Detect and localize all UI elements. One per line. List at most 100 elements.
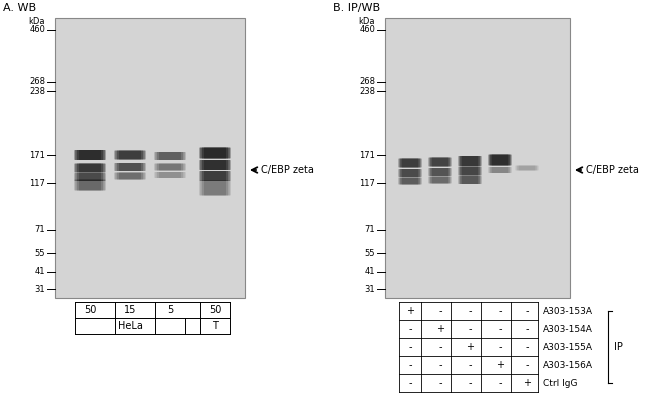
FancyBboxPatch shape [157, 152, 183, 160]
FancyBboxPatch shape [398, 178, 421, 184]
FancyBboxPatch shape [458, 166, 482, 176]
FancyBboxPatch shape [202, 180, 228, 196]
FancyBboxPatch shape [430, 158, 450, 166]
FancyBboxPatch shape [515, 166, 538, 170]
FancyBboxPatch shape [428, 168, 452, 176]
FancyBboxPatch shape [402, 169, 418, 177]
FancyBboxPatch shape [458, 156, 482, 166]
Text: 238: 238 [359, 87, 375, 95]
Text: -: - [408, 324, 411, 334]
FancyBboxPatch shape [75, 173, 105, 181]
FancyBboxPatch shape [155, 172, 185, 178]
Text: 71: 71 [365, 225, 375, 235]
Text: -: - [438, 342, 442, 352]
Text: -: - [525, 360, 528, 370]
Text: B. IP/WB: B. IP/WB [333, 3, 380, 13]
FancyBboxPatch shape [114, 150, 146, 160]
FancyBboxPatch shape [79, 150, 101, 160]
Text: 171: 171 [29, 150, 45, 160]
Text: 50: 50 [209, 305, 221, 315]
Bar [385, 18, 570, 298]
Text: 5: 5 [167, 305, 173, 315]
FancyBboxPatch shape [462, 156, 478, 166]
Text: +: + [496, 360, 504, 370]
Text: +: + [466, 342, 474, 352]
FancyBboxPatch shape [79, 164, 101, 172]
FancyBboxPatch shape [117, 163, 143, 171]
Text: 268: 268 [29, 77, 45, 87]
FancyBboxPatch shape [428, 158, 452, 166]
Text: 117: 117 [359, 178, 375, 188]
Text: 50: 50 [84, 305, 96, 315]
FancyBboxPatch shape [432, 158, 448, 166]
FancyBboxPatch shape [77, 150, 103, 160]
FancyBboxPatch shape [492, 154, 508, 166]
FancyBboxPatch shape [77, 164, 103, 172]
FancyBboxPatch shape [460, 176, 480, 184]
Text: A303-156A: A303-156A [543, 361, 593, 369]
Text: HeLa: HeLa [118, 321, 142, 331]
Text: A303-154A: A303-154A [543, 324, 593, 334]
FancyBboxPatch shape [430, 176, 450, 184]
FancyBboxPatch shape [159, 172, 181, 178]
FancyBboxPatch shape [77, 173, 103, 181]
FancyBboxPatch shape [489, 167, 512, 173]
Text: -: - [499, 306, 502, 316]
FancyBboxPatch shape [428, 176, 452, 184]
Text: 268: 268 [359, 77, 375, 87]
FancyBboxPatch shape [400, 158, 420, 168]
Text: -: - [408, 360, 411, 370]
FancyBboxPatch shape [75, 164, 105, 172]
Text: C/EBP zeta: C/EBP zeta [586, 165, 639, 175]
Text: kDa: kDa [359, 17, 375, 26]
Bar [55, 18, 245, 298]
Text: -: - [438, 306, 442, 316]
FancyBboxPatch shape [75, 150, 105, 160]
FancyBboxPatch shape [460, 156, 480, 166]
FancyBboxPatch shape [114, 172, 146, 180]
Text: kDa: kDa [29, 17, 45, 26]
FancyBboxPatch shape [204, 160, 226, 170]
FancyBboxPatch shape [398, 169, 421, 177]
Text: T: T [212, 321, 218, 331]
Text: -: - [468, 306, 472, 316]
FancyBboxPatch shape [490, 154, 510, 166]
Text: 71: 71 [34, 225, 45, 235]
Text: -: - [499, 378, 502, 388]
Text: 31: 31 [34, 284, 45, 294]
Text: 117: 117 [29, 178, 45, 188]
FancyBboxPatch shape [398, 158, 421, 168]
FancyBboxPatch shape [155, 152, 185, 160]
FancyBboxPatch shape [119, 163, 141, 171]
FancyBboxPatch shape [77, 180, 103, 190]
FancyBboxPatch shape [200, 160, 231, 170]
FancyBboxPatch shape [119, 172, 141, 180]
Text: 41: 41 [365, 267, 375, 277]
Text: +: + [523, 378, 531, 388]
FancyBboxPatch shape [517, 166, 537, 170]
Text: IP: IP [614, 342, 623, 352]
FancyBboxPatch shape [155, 164, 185, 170]
Text: A303-155A: A303-155A [543, 342, 593, 352]
FancyBboxPatch shape [460, 166, 480, 176]
FancyBboxPatch shape [157, 164, 183, 170]
FancyBboxPatch shape [117, 150, 143, 160]
FancyBboxPatch shape [114, 163, 146, 171]
Text: -: - [468, 378, 472, 388]
Text: -: - [438, 378, 442, 388]
FancyBboxPatch shape [79, 180, 101, 190]
FancyBboxPatch shape [402, 158, 418, 168]
Text: -: - [525, 342, 528, 352]
FancyBboxPatch shape [462, 166, 478, 176]
Text: -: - [468, 324, 472, 334]
FancyBboxPatch shape [202, 160, 228, 170]
Text: -: - [525, 306, 528, 316]
Text: 460: 460 [29, 26, 45, 34]
FancyBboxPatch shape [430, 168, 450, 176]
FancyBboxPatch shape [204, 148, 226, 158]
Text: -: - [408, 378, 411, 388]
Text: -: - [525, 324, 528, 334]
Text: A303-153A: A303-153A [543, 306, 593, 316]
FancyBboxPatch shape [157, 172, 183, 178]
Text: 238: 238 [29, 87, 45, 95]
